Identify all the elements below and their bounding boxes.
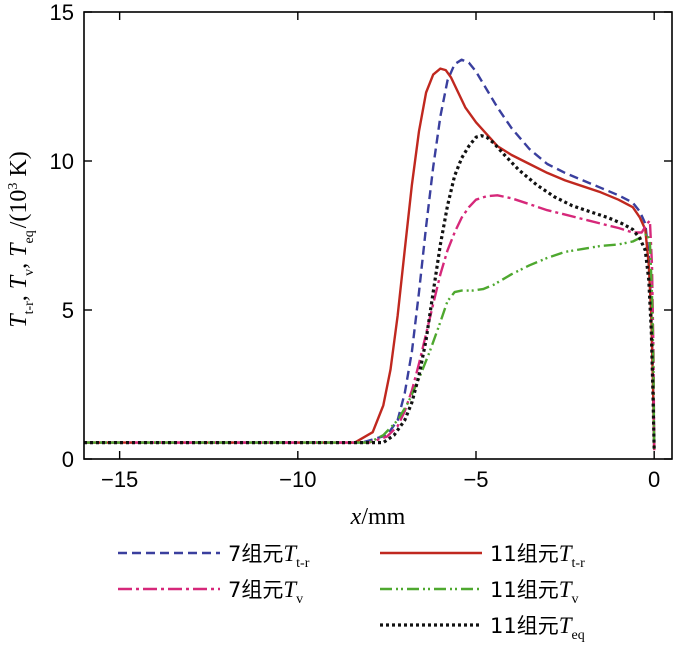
x-axis-unit: /mm — [361, 504, 405, 530]
y-axis-label: Tt-r, Tv, Teq /(103 K) — [6, 151, 37, 328]
legend-label-symbol: T — [283, 541, 298, 566]
legend-label-5: 11组元Teq — [490, 613, 585, 643]
legend-label-2: 11组元Tt-r — [490, 541, 585, 571]
y-label-separator: , — [6, 257, 32, 269]
x-tick-label: −10 — [279, 467, 316, 492]
legend-label-prefix: 11组元 — [490, 614, 559, 638]
x-tick-label: −15 — [101, 467, 138, 492]
y-label-subscript: t-r — [22, 301, 37, 315]
legend-label-subscript: t-r — [296, 556, 310, 571]
series-line-4 — [84, 232, 656, 451]
x-axis-label: x/mm — [350, 504, 406, 530]
y-label-subscript: eq — [22, 230, 37, 243]
axis-ticks: −15 −10 −5 0 0 5 10 15 — [50, 0, 672, 492]
legend-label-symbol: T — [559, 613, 574, 638]
legend-label-4: 11组元Tv — [490, 577, 579, 607]
y-label-unit-suffix: K) — [6, 151, 32, 182]
y-label-symbol: T — [6, 242, 32, 257]
legend-label-subscript: v — [572, 592, 579, 607]
y-label-subscript: v — [22, 269, 37, 276]
series-line-5 — [84, 134, 656, 451]
legend-label-symbol: T — [559, 577, 574, 602]
legend-label-subscript: v — [296, 592, 303, 607]
x-axis-variable: x — [350, 504, 362, 530]
legend-label-prefix: 11组元 — [490, 542, 559, 566]
y-tick-label: 0 — [62, 447, 74, 472]
legend-label-prefix: 7组元 — [228, 578, 283, 602]
y-label-unit-exponent: 3 — [6, 183, 21, 190]
x-tick-label: 0 — [648, 467, 660, 492]
y-tick-label: 10 — [50, 149, 74, 174]
y-tick-label: 5 — [62, 298, 74, 323]
series-line-1 — [84, 58, 656, 451]
legend-label-symbol: T — [559, 541, 574, 566]
legend-label-prefix: 11组元 — [490, 578, 559, 602]
series-line-3 — [84, 194, 656, 451]
legend-label-prefix: 7组元 — [228, 542, 283, 566]
legend-label-subscript: t-r — [572, 556, 586, 571]
legend-label-symbol: T — [283, 577, 298, 602]
x-tick-label: −5 — [463, 467, 488, 492]
plot-lines — [84, 58, 656, 451]
y-label-symbol: T — [6, 313, 32, 328]
plot-frame — [83, 11, 673, 460]
y-label-unit: /(10 — [6, 190, 32, 229]
legend-label-3: 7组元Tv — [228, 577, 303, 607]
y-label-separator: , — [6, 289, 32, 301]
legend-label-subscript: eq — [572, 628, 585, 643]
y-label-symbol: T — [6, 274, 32, 289]
y-tick-label: 15 — [50, 0, 74, 25]
legend-label-1: 7组元Tt-r — [228, 541, 310, 571]
series-line-2 — [84, 67, 656, 451]
